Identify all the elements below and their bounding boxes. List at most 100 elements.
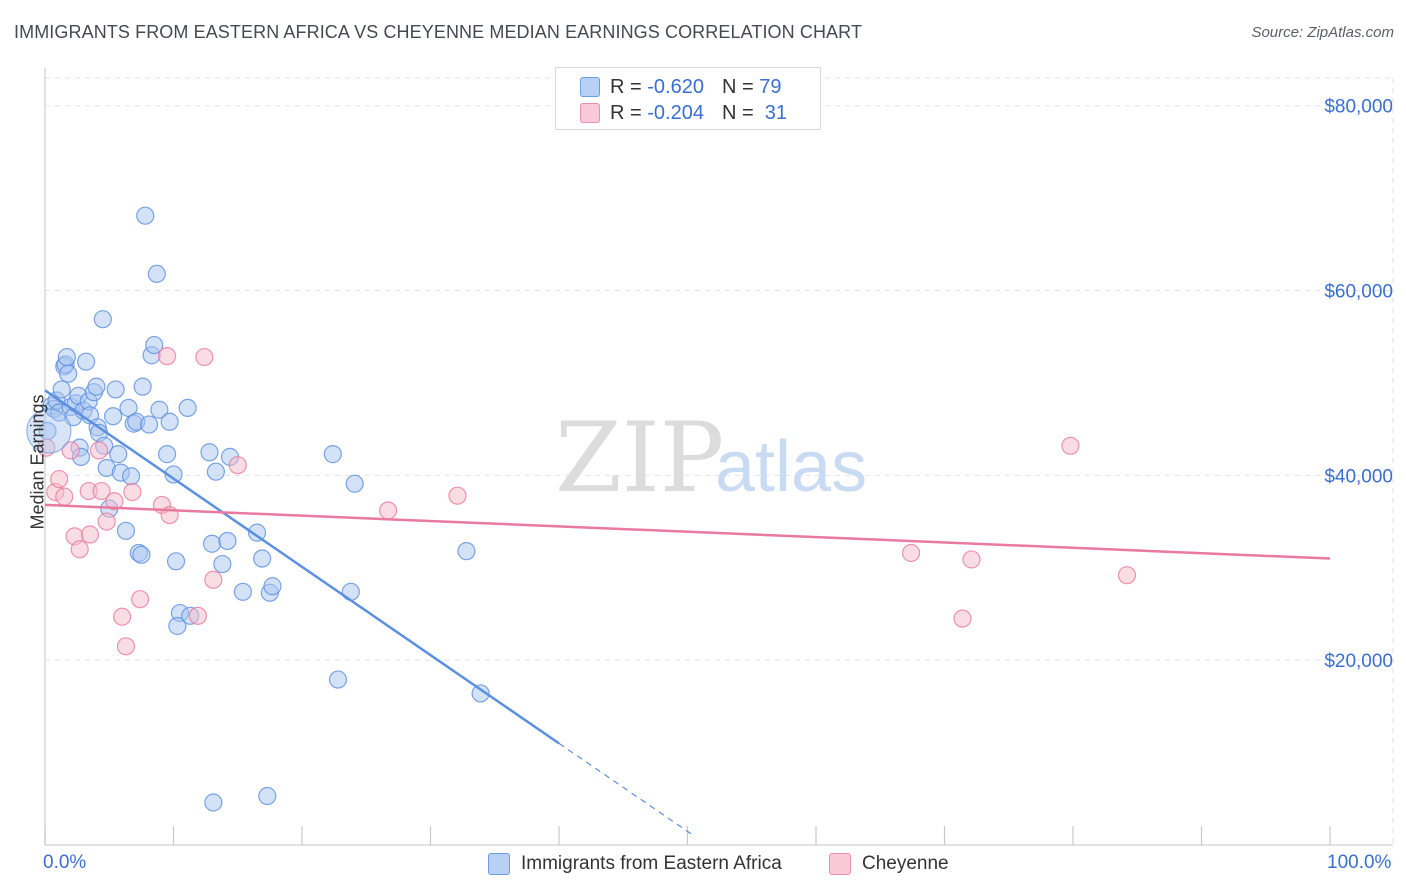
trendline-eastern-africa-extension	[558, 742, 695, 837]
legend-swatch-eastern-africa	[580, 77, 600, 97]
point-cheyenne	[1117, 566, 1137, 585]
point-cheyenne	[1061, 436, 1080, 455]
legend-r-value: -0.620	[647, 75, 704, 98]
point-eastern-africa	[204, 793, 223, 812]
x-tick-label-max: 100.0%	[1327, 852, 1392, 873]
source-label: Source: ZipAtlas.com	[1251, 24, 1394, 41]
point-eastern-africa	[139, 415, 159, 434]
point-eastern-africa	[160, 412, 179, 431]
point-eastern-africa	[233, 582, 252, 601]
trendline-cheyenne	[44, 503, 1331, 560]
point-cheyenne	[901, 543, 921, 563]
y-tick-label: $80,000	[1324, 97, 1393, 118]
y-tick-label: $40,000	[1324, 466, 1393, 487]
y-axis-title: Median Earnings	[27, 394, 48, 530]
legend-row-cheyenne: R = -0.204 N = 31	[580, 101, 787, 125]
points-layer	[26, 206, 1137, 812]
point-eastern-africa	[263, 577, 282, 596]
chart-title: IMMIGRANTS FROM EASTERN AFRICA VS CHEYEN…	[14, 22, 863, 42]
grid-layer	[45, 77, 1394, 845]
point-eastern-africa	[150, 400, 169, 419]
point-cheyenne	[70, 540, 89, 559]
watermark-zip: ZIP	[555, 402, 724, 514]
legend-n-value: 79	[759, 75, 782, 98]
point-cheyenne	[105, 492, 124, 511]
bottom-legend-swatch-eastern-africa	[488, 853, 510, 875]
correlation-legend: R = -0.620 N = 79 R = -0.204 N = 31	[555, 67, 821, 130]
point-eastern-africa	[213, 554, 232, 574]
legend-r-label: R =	[610, 75, 642, 98]
point-eastern-africa	[345, 474, 364, 493]
trendline-eastern-africa	[44, 389, 560, 745]
point-eastern-africa	[133, 377, 152, 396]
watermark: ZIP atlas	[555, 402, 867, 514]
bottom-legend-cheyenne: Cheyenne	[829, 851, 949, 877]
point-cheyenne	[61, 441, 80, 460]
point-cheyenne	[50, 469, 69, 489]
trend-layer	[44, 389, 1331, 837]
point-eastern-africa	[52, 380, 71, 399]
legend-n-value: 31	[764, 101, 788, 124]
point-eastern-africa	[178, 398, 197, 418]
y-tick-label: $60,000	[1324, 282, 1393, 303]
x-tick-label-min: 0.0%	[43, 852, 87, 873]
point-eastern-africa	[77, 352, 96, 371]
point-eastern-africa	[136, 206, 155, 225]
point-cheyenne	[112, 607, 132, 626]
watermark-atlas: atlas	[715, 427, 867, 507]
point-eastern-africa	[157, 445, 177, 464]
legend-swatch-cheyenne	[580, 103, 600, 123]
point-eastern-africa-cluster	[26, 408, 72, 454]
point-eastern-africa	[57, 347, 76, 367]
y-tick-labels: $20,000 $40,000 $60,000 $80,000	[1324, 97, 1393, 672]
point-eastern-africa	[253, 549, 272, 568]
point-cheyenne	[448, 486, 467, 505]
point-eastern-africa	[145, 335, 164, 355]
legend-n-label: N =	[721, 101, 754, 124]
point-cheyenne	[953, 609, 972, 628]
point-eastern-africa	[206, 462, 226, 481]
point-eastern-africa	[323, 445, 342, 464]
point-eastern-africa	[328, 670, 348, 689]
legend-r-value: -0.204	[647, 101, 704, 124]
bottom-legend-swatch-cheyenne	[829, 853, 851, 875]
point-eastern-africa	[93, 310, 112, 329]
y-tick-label: $20,000	[1324, 651, 1393, 672]
point-cheyenne	[80, 525, 100, 544]
bottom-legend-eastern-africa: Immigrants from Eastern Africa	[488, 851, 782, 877]
point-cheyenne	[204, 570, 223, 589]
point-cheyenne	[89, 441, 109, 460]
point-cheyenne	[55, 487, 74, 506]
point-cheyenne	[962, 550, 981, 569]
point-cheyenne	[157, 347, 177, 366]
legend-row-eastern-africa: R = -0.620 N = 79	[580, 75, 781, 99]
point-cheyenne	[378, 501, 398, 520]
point-cheyenne	[195, 347, 214, 367]
point-eastern-africa	[247, 523, 267, 542]
point-cheyenne	[92, 481, 111, 501]
bottom-legend-label: Immigrants from Eastern Africa	[521, 853, 782, 874]
point-cheyenne	[97, 512, 116, 531]
point-cheyenne	[188, 606, 208, 625]
point-eastern-africa	[87, 377, 106, 396]
legend-n-label: N =	[721, 75, 754, 98]
point-cheyenne	[123, 482, 142, 502]
point-eastern-africa	[164, 465, 183, 484]
point-eastern-africa	[132, 545, 151, 564]
point-eastern-africa	[109, 445, 128, 464]
point-eastern-africa	[121, 467, 141, 486]
point-eastern-africa	[200, 443, 219, 462]
legend-r-label: R =	[610, 101, 642, 124]
point-eastern-africa	[147, 264, 166, 284]
bottom-legend-label: Cheyenne	[862, 853, 949, 874]
point-eastern-africa	[218, 531, 237, 551]
point-cheyenne	[116, 637, 136, 656]
point-eastern-africa	[258, 786, 277, 806]
point-eastern-africa	[106, 380, 125, 399]
point-eastern-africa	[116, 521, 136, 540]
point-eastern-africa	[104, 407, 123, 426]
point-cheyenne	[228, 456, 247, 475]
point-eastern-africa	[59, 364, 78, 383]
point-eastern-africa	[202, 534, 222, 553]
